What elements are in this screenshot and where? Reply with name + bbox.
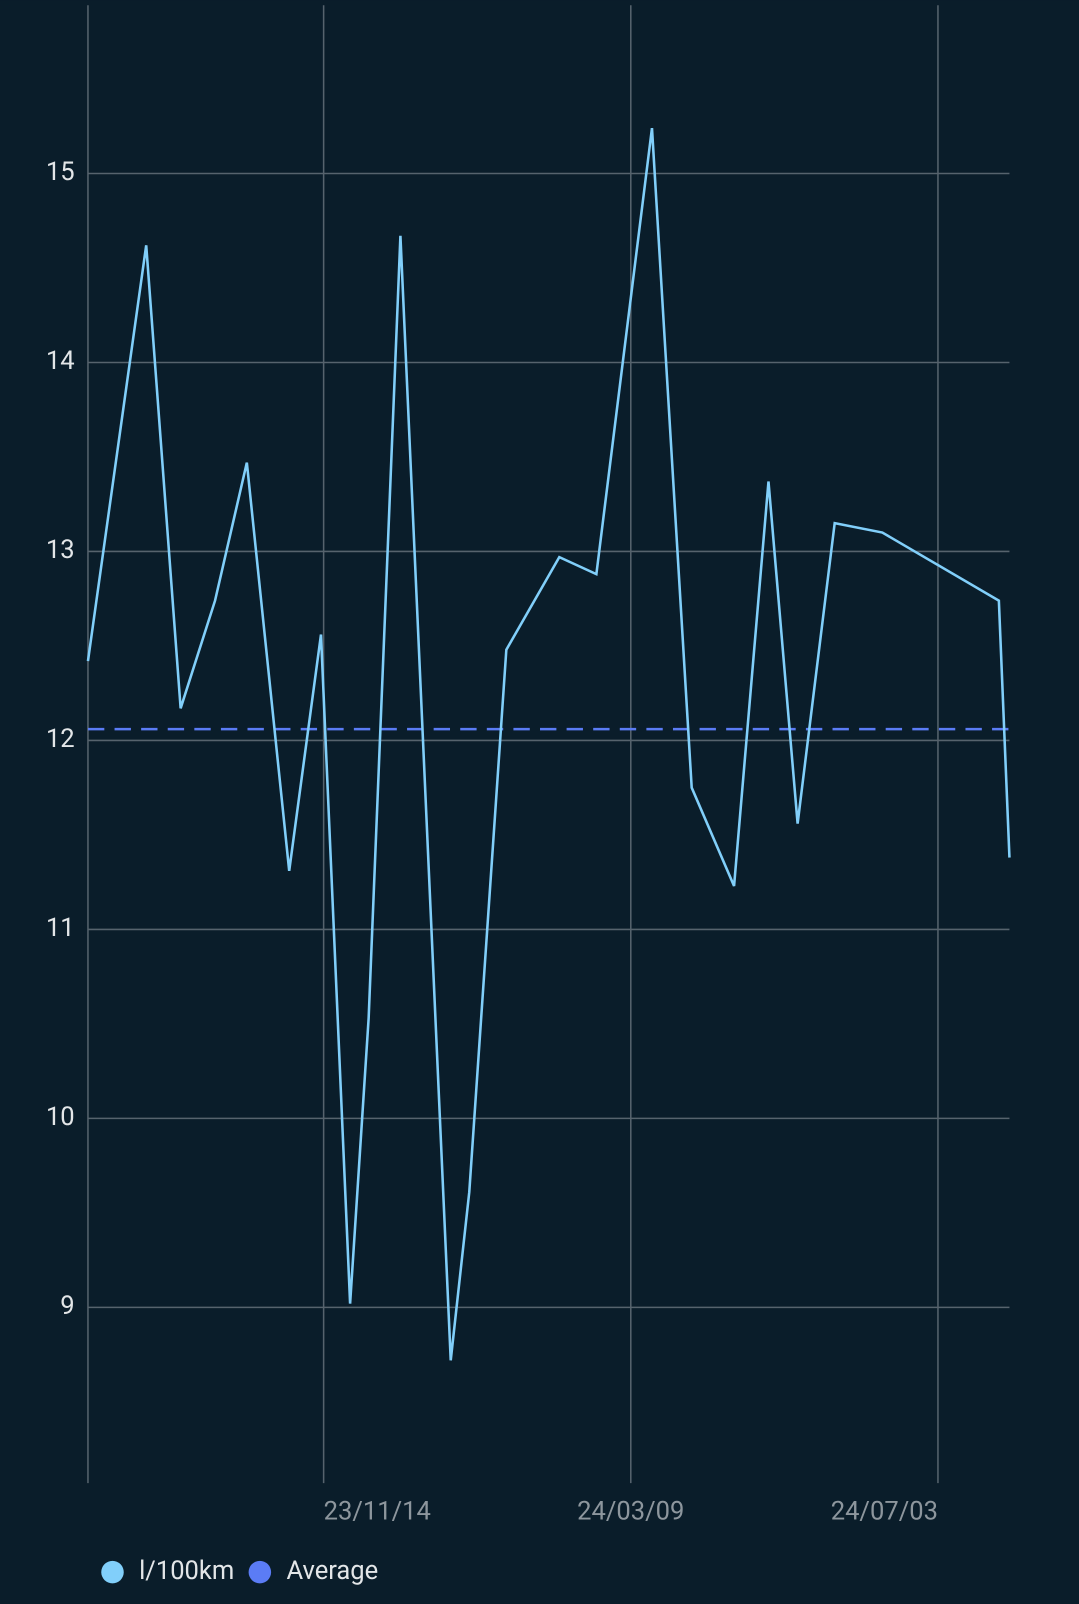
x-tick-label: 24/07/03 — [831, 1497, 938, 1527]
y-tick-label: 14 — [46, 346, 75, 376]
y-tick-label: 10 — [46, 1102, 75, 1132]
y-tick-label: 12 — [46, 724, 75, 754]
x-tick-label: 24/03/09 — [577, 1497, 684, 1527]
y-tick-label: 13 — [46, 535, 75, 565]
x-tick-label: 23/11/14 — [324, 1497, 431, 1527]
legend-label: l/100km — [139, 1556, 234, 1586]
legend-label: Average — [286, 1556, 378, 1586]
y-tick-label: 9 — [60, 1291, 74, 1321]
y-tick-label: 15 — [46, 157, 75, 187]
legend-marker — [101, 1560, 124, 1584]
data-line — [86, 127, 1011, 1361]
legend-marker — [248, 1560, 272, 1584]
y-tick-label: 11 — [46, 913, 75, 943]
